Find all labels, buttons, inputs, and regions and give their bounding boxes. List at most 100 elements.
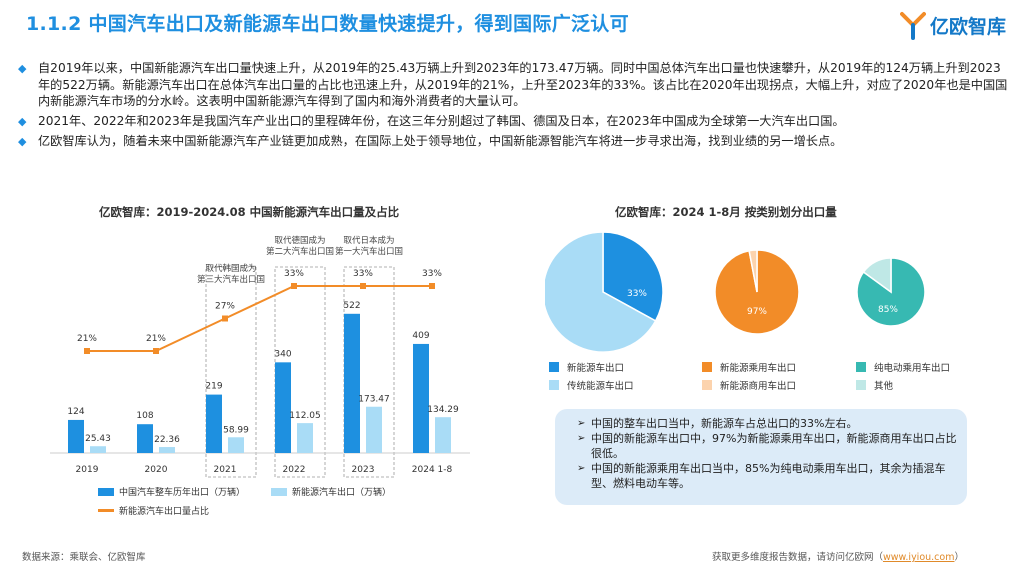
note-text: 中国的新能源乘用车出口当中，85%为纯电动乘用车出口，其余为插混车型、燃料电动车… <box>591 462 946 490</box>
legend-label: 新能源车出口 <box>567 363 625 374</box>
bar-total-label: 409 <box>412 331 429 341</box>
share-point <box>291 283 297 289</box>
bar-nev <box>228 437 244 453</box>
x-tick-label: 2022 <box>283 465 306 475</box>
bar-nev-label: 22.36 <box>154 435 180 445</box>
legend-item-share: 新能源汽车出口量占比 <box>98 504 209 517</box>
bar-nev-label: 134.29 <box>427 405 459 415</box>
diamond-bullet-icon: ◆ <box>18 135 27 148</box>
bar-nev-label: 173.47 <box>358 395 390 405</box>
bar-total <box>68 419 84 453</box>
legend-item: 其他 <box>856 376 950 394</box>
bar-nev <box>366 406 382 453</box>
legend-item: 传统能源车出口 <box>549 376 634 394</box>
legend-swatch <box>702 362 712 372</box>
x-tick-label: 2019 <box>76 465 99 475</box>
legend-swatch <box>856 362 866 372</box>
milestone-annotation: 取代日本成为 <box>343 235 394 246</box>
bar-nev <box>159 447 175 453</box>
footer-end: ） <box>954 552 964 563</box>
x-tick-label: 2021 <box>214 465 237 475</box>
bar-total-label: 124 <box>67 407 84 417</box>
milestone-annotation: 取代韩国成为 <box>205 263 256 274</box>
x-tick-label: 2024 1-8 <box>412 465 453 475</box>
share-label: 27% <box>215 302 235 312</box>
data-source: 数据来源：乘联会、亿欧智库 <box>22 552 146 563</box>
legend-label: 新能源乘用车出口 <box>720 363 797 374</box>
milestone-annotation: 取代德国成为 <box>274 235 325 246</box>
bar-total <box>275 362 291 453</box>
legend-label: 新能源商用车出口 <box>720 381 797 392</box>
note-item: ➢ 中国的整车出口当中，新能源车占总出口的33%左右。 <box>577 416 957 431</box>
bar-nev <box>435 417 451 453</box>
pie-slice <box>862 257 892 294</box>
milestone-box <box>205 266 257 478</box>
bar-nev-label: 58.99 <box>223 425 249 435</box>
bar-chart-title: 亿欧智库：2019-2024.08 中国新能源汽车出口量及占比 <box>99 205 400 219</box>
share-label: 21% <box>146 334 166 344</box>
bar-total-label: 219 <box>205 382 222 392</box>
milestone-annotation: 第二大汽车出口国 <box>266 246 334 257</box>
bar-nev <box>90 446 106 453</box>
pie-slice-label: 85% <box>878 305 898 315</box>
share-point <box>153 348 159 354</box>
pie-slice-label: 97% <box>747 307 767 317</box>
footer-link[interactable]: www.iyiou.com <box>882 552 955 563</box>
legend-swatch <box>856 380 866 390</box>
brand-logo-text: 亿欧智库 <box>929 15 1006 38</box>
pie-slice <box>602 231 664 322</box>
legend-label: 纯电动乘用车出口 <box>874 363 951 374</box>
note-item: ➢ 中国的新能源乘用车出口当中，85%为纯电动乘用车出口，其余为插混车型、燃料电动… <box>577 461 957 491</box>
notes-box: ➢ 中国的整车出口当中，新能源车占总出口的33%左右。 ➢ 中国的新能源车出口中，9… <box>555 409 967 505</box>
legend-item: 新能源商用车出口 <box>702 376 796 394</box>
arrow-bullet-icon: ➢ <box>577 433 586 444</box>
bar-total-label: 108 <box>136 411 153 421</box>
legend-label: 其他 <box>874 381 894 392</box>
note-text: 中国的整车出口当中，新能源车占总出口的33%左右。 <box>591 417 858 430</box>
share-label: 33% <box>353 269 373 279</box>
note-text: 中国的新能源车出口中，97%为新能源乘用车出口，新能源商用车出口占比很低。 <box>591 432 957 460</box>
bar-total-label: 522 <box>343 301 360 311</box>
legend-swatch <box>702 380 712 390</box>
bar-total <box>137 424 153 453</box>
pie-slice <box>748 249 758 293</box>
bar-nev-label: 112.05 <box>289 411 321 421</box>
share-label: 33% <box>284 269 304 279</box>
bar-nev <box>297 423 313 453</box>
pie-chart-title: 亿欧智库：2024 1-8月 按类别划分出口量 <box>615 205 837 219</box>
bullet-text: 自2019年以来，中国新能源汽车出口量快速上升，从2019年的25.43万辆上升… <box>38 61 1008 108</box>
pie-legend-3: 纯电动乘用车出口 其他 <box>856 358 950 394</box>
bullet-list: ◆ 自2019年以来，中国新能源汽车出口量快速上升，从2019年的25.43万辆… <box>18 60 1008 154</box>
footer-note: 获取更多维度报告数据，请访问亿欧网（www.iyiou.com） <box>712 549 964 563</box>
bar-chart-legend: 中国汽车整车历年出口（万辆） 新能源汽车出口（万辆） 新能源汽车出口量占比 <box>98 485 417 523</box>
legend-swatch <box>549 380 559 390</box>
pie-charts: 33% 97% 85% <box>545 231 926 353</box>
bullet-text: 2021年、2022年和2023年是我国汽车产业出口的里程碑年份，在这三年分别超… <box>38 113 845 128</box>
x-tick-label: 2020 <box>145 465 168 475</box>
milestone-annotation: 第一大汽车出口国 <box>335 246 403 257</box>
arrow-bullet-icon: ➢ <box>577 418 586 429</box>
share-line <box>87 285 432 352</box>
legend-item: 新能源乘用车出口 <box>702 358 796 376</box>
bar-total <box>206 394 222 453</box>
brand-logo-icon <box>899 12 926 40</box>
legend-label: 传统能源车出口 <box>567 381 634 392</box>
share-point <box>222 315 228 322</box>
bullet-item: ◆ 亿欧智库认为，随着未来中国新能源汽车产业链更加成熟，在国际上处于领导地位，中… <box>18 133 1008 151</box>
bullet-item: ◆ 自2019年以来，中国新能源汽车出口量快速上升，从2019年的25.43万辆… <box>18 60 1008 110</box>
bar-total <box>413 343 429 453</box>
pie-legend-1: 新能源车出口 传统能源车出口 <box>549 358 634 394</box>
bar-total <box>344 313 360 453</box>
share-label: 33% <box>422 269 442 279</box>
milestone-annotation: 第三大汽车出口国 <box>197 274 265 285</box>
share-label: 21% <box>77 334 97 344</box>
legend-item-nev: 新能源汽车出口（万辆） <box>271 485 391 498</box>
share-point <box>429 283 435 289</box>
footer-text: 获取更多维度报告数据，请访问亿欧网（ <box>711 552 883 563</box>
legend-label: 中国汽车整车历年出口（万辆） <box>119 488 246 498</box>
legend-item: 新能源车出口 <box>549 358 634 376</box>
x-tick-label: 2023 <box>352 465 375 475</box>
diamond-bullet-icon: ◆ <box>18 114 27 128</box>
legend-label: 新能源汽车出口量占比 <box>119 507 210 517</box>
